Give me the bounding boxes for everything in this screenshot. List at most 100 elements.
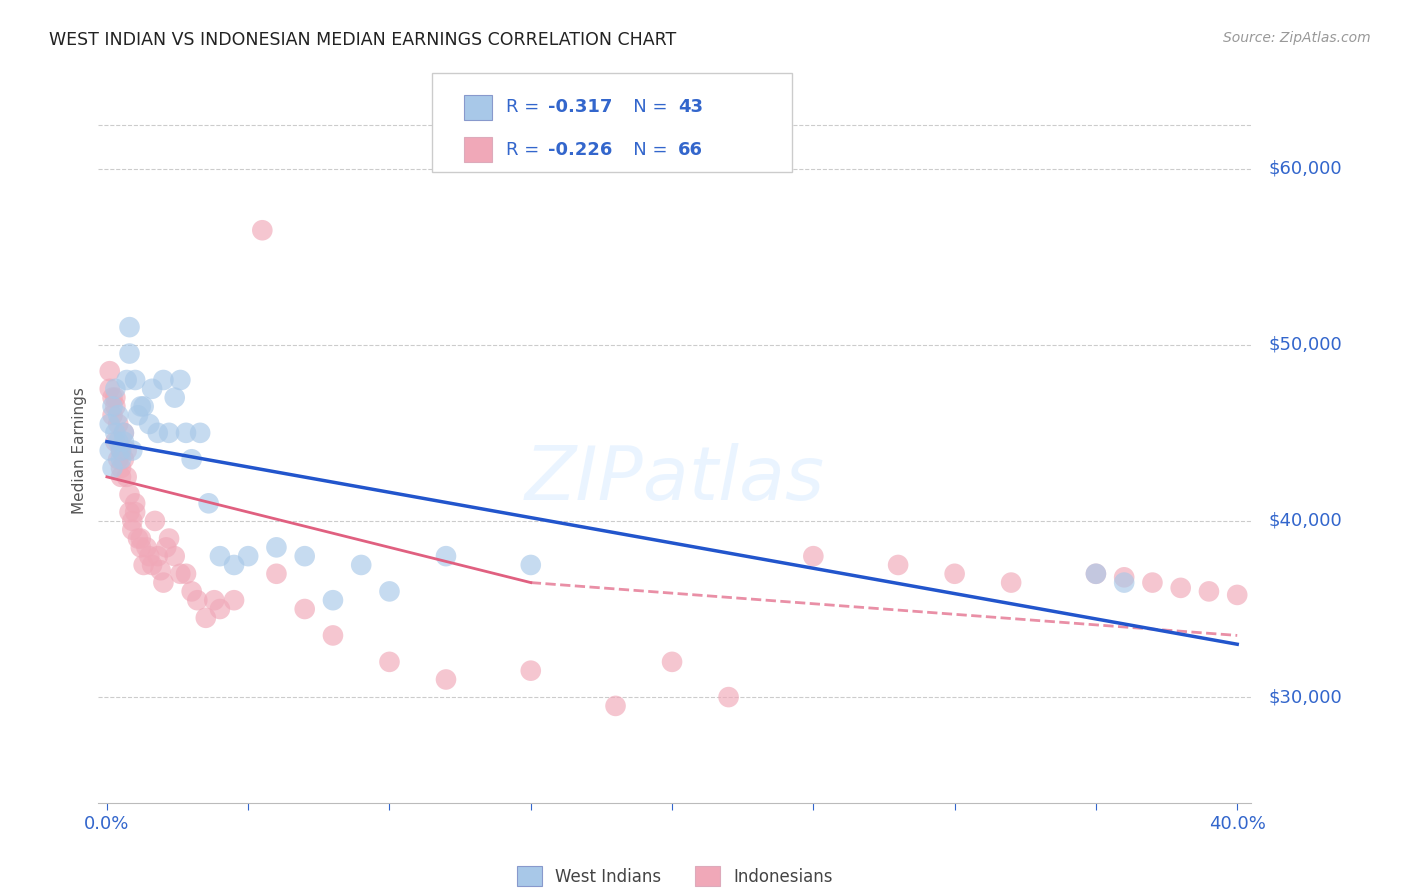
- Point: [163, 549, 186, 564]
- Point: [104, 425, 127, 440]
- Point: [157, 532, 180, 546]
- Text: WEST INDIAN VS INDONESIAN MEDIAN EARNINGS CORRELATION CHART: WEST INDIAN VS INDONESIAN MEDIAN EARNING…: [49, 31, 676, 49]
- Text: ZIPatlas: ZIPatlas: [524, 442, 825, 515]
- Point: [135, 541, 157, 555]
- Legend: West Indians, Indonesians: West Indians, Indonesians: [510, 860, 839, 892]
- Point: [717, 690, 740, 705]
- Point: [519, 558, 541, 572]
- Point: [169, 566, 191, 581]
- Point: [141, 558, 163, 572]
- Point: [98, 417, 121, 431]
- Point: [202, 593, 225, 607]
- Point: [110, 452, 132, 467]
- Point: [110, 443, 132, 458]
- Point: [801, 549, 824, 564]
- Point: [112, 434, 135, 449]
- Point: [112, 452, 135, 467]
- Point: [98, 382, 121, 396]
- Point: [107, 434, 129, 449]
- Point: [118, 487, 141, 501]
- Point: [110, 443, 132, 458]
- Point: [169, 373, 191, 387]
- Text: $40,000: $40,000: [1268, 512, 1341, 530]
- Point: [132, 400, 155, 414]
- Point: [350, 558, 373, 572]
- Point: [149, 563, 172, 577]
- Point: [141, 382, 163, 396]
- Point: [98, 443, 121, 458]
- Point: [129, 400, 152, 414]
- Point: [104, 382, 127, 396]
- Point: [322, 593, 344, 607]
- Point: [180, 584, 202, 599]
- Text: -0.226: -0.226: [548, 141, 613, 159]
- Point: [238, 549, 260, 564]
- Point: [104, 391, 127, 405]
- Point: [118, 346, 141, 360]
- Point: [129, 541, 152, 555]
- Point: [115, 373, 138, 387]
- Point: [110, 461, 132, 475]
- Point: [1084, 566, 1107, 581]
- Point: [661, 655, 683, 669]
- Point: [266, 541, 288, 555]
- Point: [197, 496, 219, 510]
- Point: [208, 549, 231, 564]
- Point: [222, 558, 245, 572]
- Point: [163, 391, 186, 405]
- Point: [378, 655, 401, 669]
- Text: $50,000: $50,000: [1268, 335, 1341, 354]
- Point: [110, 470, 132, 484]
- Point: [1114, 575, 1136, 590]
- Point: [252, 223, 274, 237]
- Point: [152, 373, 174, 387]
- Point: [1114, 570, 1136, 584]
- Point: [112, 425, 135, 440]
- Point: [104, 400, 127, 414]
- Point: [1000, 575, 1022, 590]
- Point: [107, 408, 129, 422]
- Point: [112, 425, 135, 440]
- Point: [266, 566, 288, 581]
- Point: [434, 549, 457, 564]
- Point: [98, 364, 121, 378]
- Point: [188, 425, 211, 440]
- Point: [138, 549, 160, 564]
- Y-axis label: Median Earnings: Median Earnings: [72, 387, 87, 514]
- Point: [124, 373, 146, 387]
- Point: [157, 425, 180, 440]
- Point: [1170, 581, 1192, 595]
- Point: [887, 558, 910, 572]
- Point: [605, 698, 627, 713]
- Point: [174, 566, 197, 581]
- Point: [146, 425, 169, 440]
- Point: [127, 532, 149, 546]
- Point: [124, 496, 146, 510]
- Point: [132, 558, 155, 572]
- Point: [434, 673, 457, 687]
- Point: [1142, 575, 1164, 590]
- Point: [101, 461, 124, 475]
- Point: [1198, 584, 1220, 599]
- Point: [1226, 588, 1249, 602]
- Point: [107, 452, 129, 467]
- Point: [1084, 566, 1107, 581]
- Point: [118, 320, 141, 334]
- Point: [124, 505, 146, 519]
- Text: N =: N =: [616, 141, 673, 159]
- Point: [152, 575, 174, 590]
- Point: [194, 611, 217, 625]
- Text: -0.317: -0.317: [548, 98, 613, 116]
- Point: [174, 425, 197, 440]
- Point: [138, 417, 160, 431]
- Point: [121, 523, 143, 537]
- Point: [129, 532, 152, 546]
- Text: 43: 43: [678, 98, 703, 116]
- Point: [143, 514, 166, 528]
- Point: [121, 514, 143, 528]
- Point: [378, 584, 401, 599]
- Point: [121, 443, 143, 458]
- Point: [101, 408, 124, 422]
- Point: [127, 408, 149, 422]
- Text: N =: N =: [616, 98, 673, 116]
